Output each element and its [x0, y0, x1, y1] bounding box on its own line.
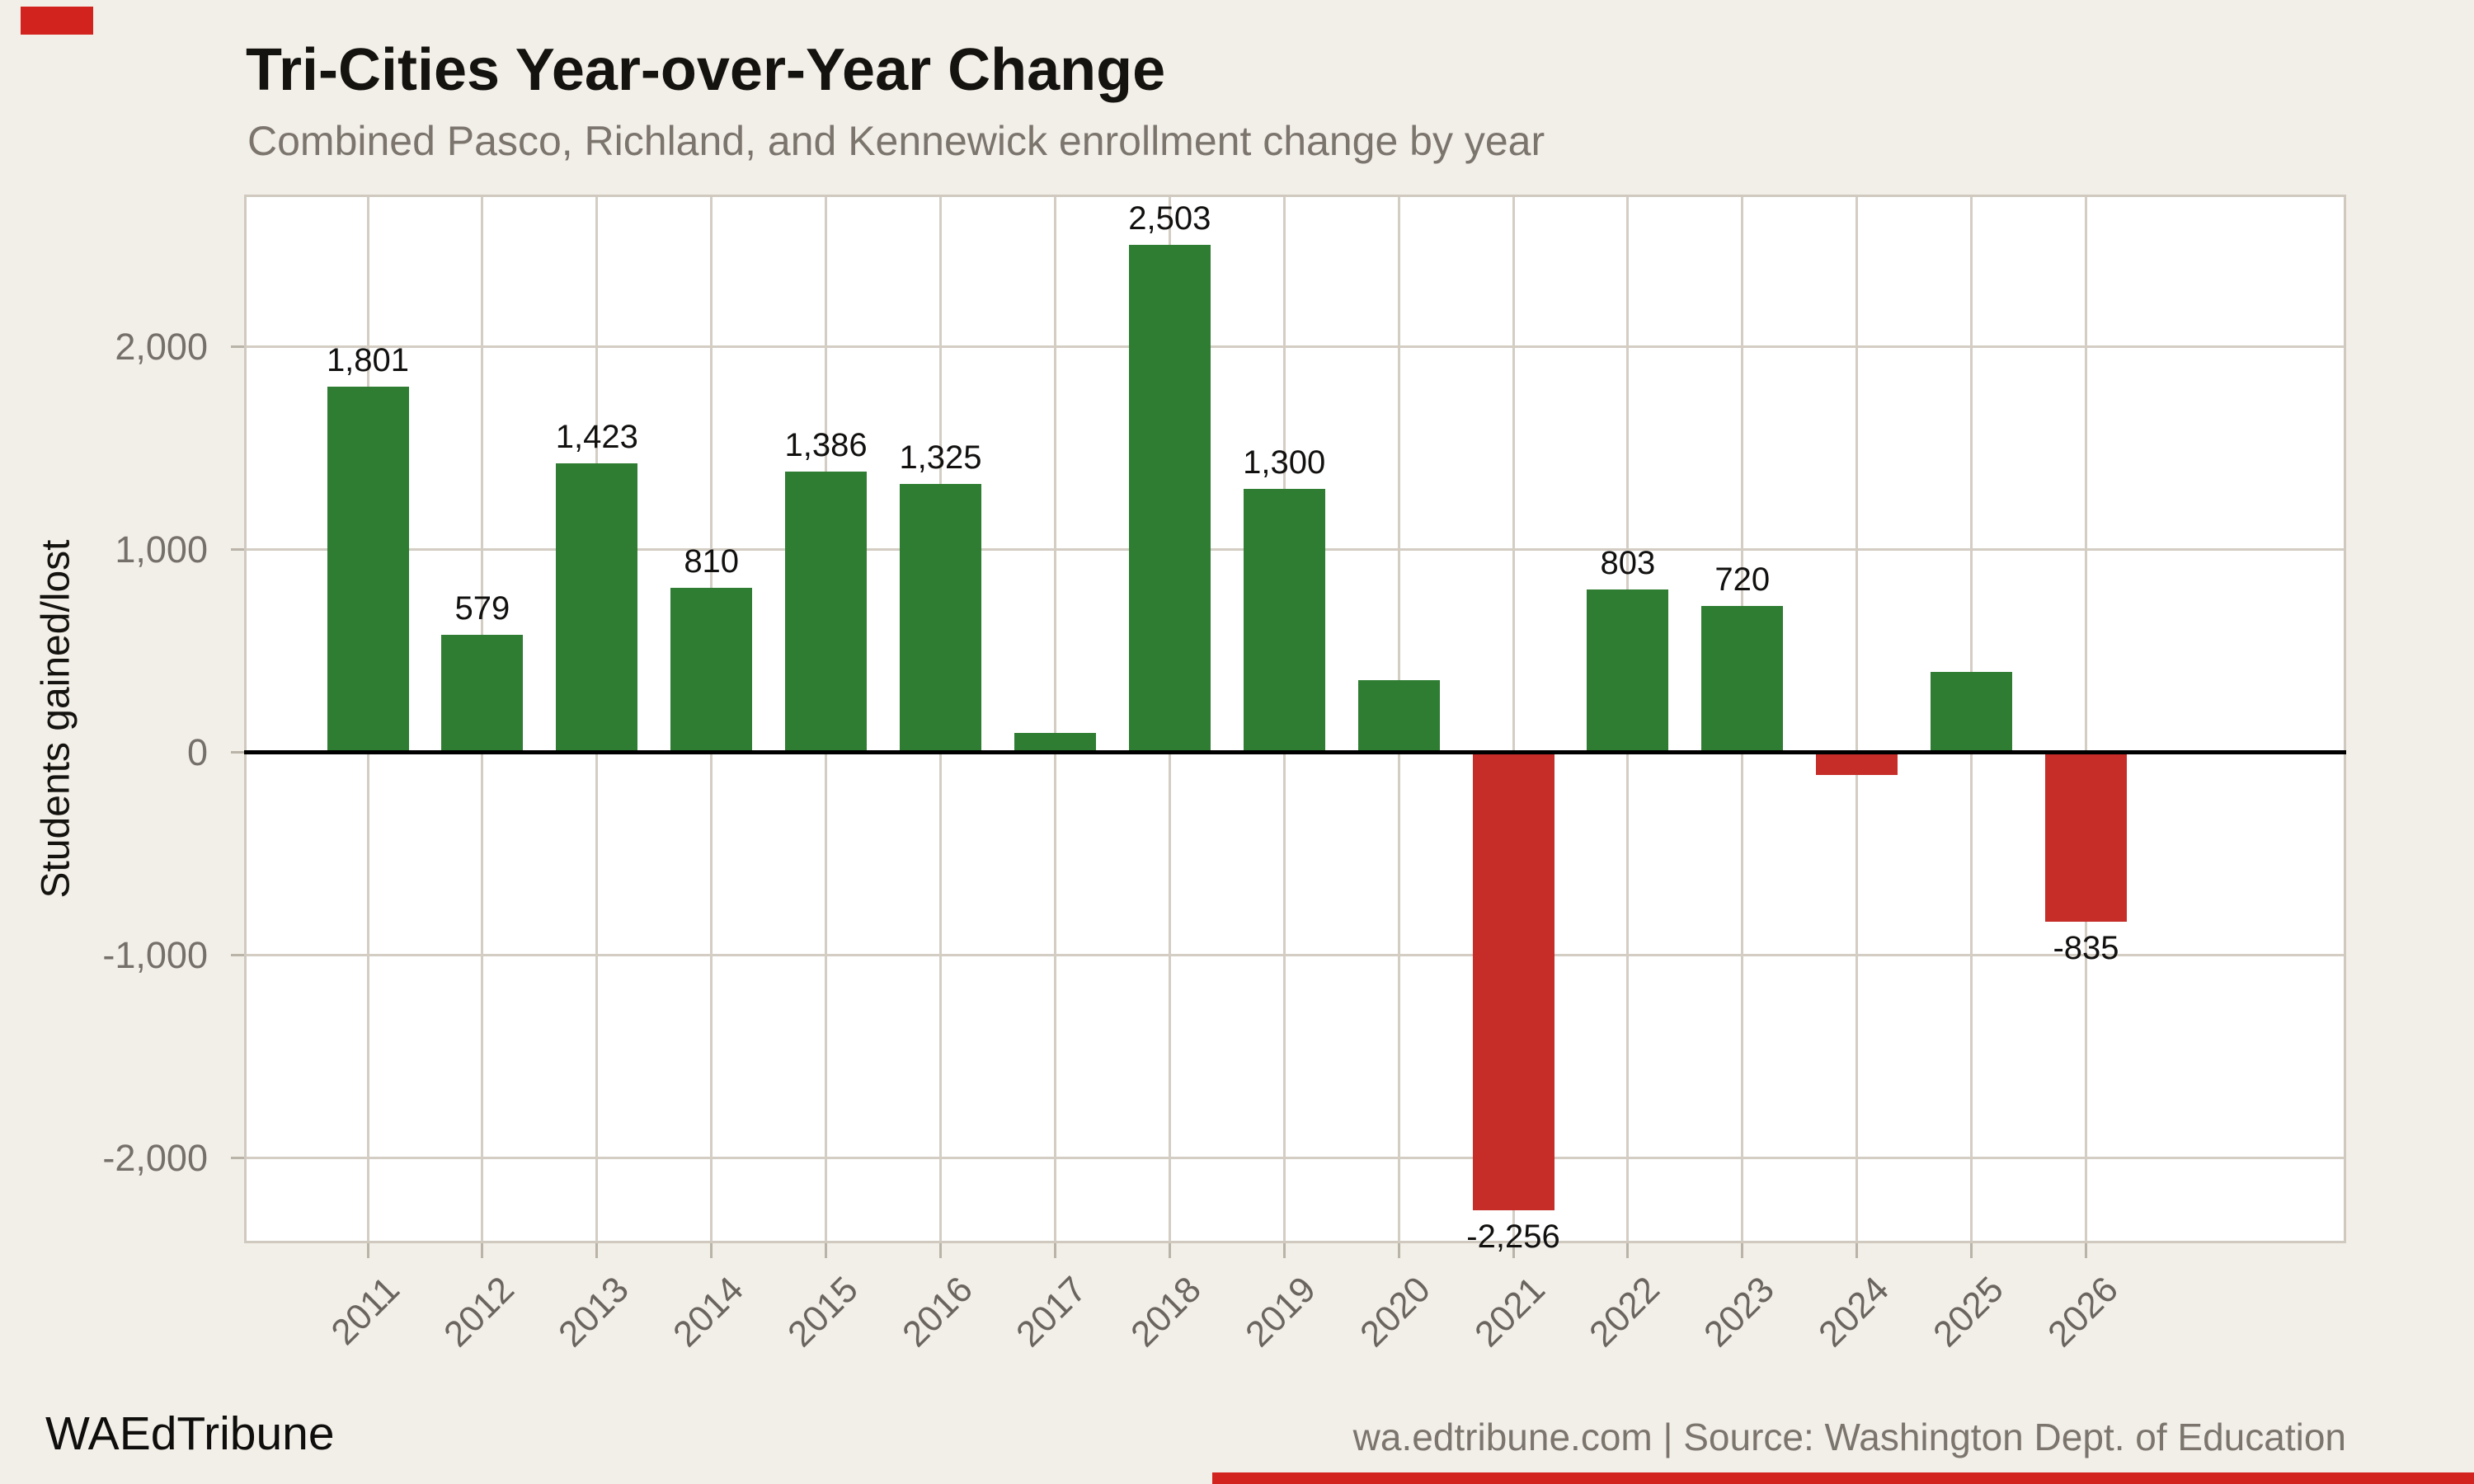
bar-label-2012: 579 [454, 590, 510, 627]
x-tick-mark-2026 [2085, 1243, 2087, 1258]
bar-2019 [1243, 488, 1325, 753]
y-tick-mark-0 [231, 751, 244, 754]
y-axis-title: Students gained/lost [34, 539, 78, 899]
gridline-h-2000 [247, 345, 2344, 349]
bar-2021 [1472, 752, 1554, 1210]
y-tick-label-2000: 2,000 [115, 325, 208, 368]
x-tick-mark-2012 [481, 1243, 484, 1258]
x-tick-mark-2011 [366, 1243, 369, 1258]
bar-2016 [900, 483, 981, 753]
footer-brand: WAEdTribune [45, 1407, 335, 1460]
x-tick-mark-2018 [1168, 1243, 1171, 1258]
bar-2015 [785, 471, 868, 753]
gridline-v-2021 [1512, 197, 1515, 1241]
bar-2011 [327, 387, 409, 753]
bar-2023 [1701, 606, 1784, 753]
chart-subtitle: Combined Pasco, Richland, and Kennewick … [247, 118, 1545, 164]
x-tick-mark-2013 [595, 1243, 599, 1258]
bar-2026 [2045, 752, 2127, 923]
y-tick-label--1000: -1,000 [102, 933, 208, 976]
bar-2022 [1587, 589, 1669, 753]
bar-label-2016: 1,325 [899, 439, 982, 476]
y-tick-label-0: 0 [186, 730, 208, 773]
bar-label-2018: 2,503 [1128, 200, 1211, 237]
bar-label-2023: 720 [1714, 561, 1771, 599]
bar-2025 [1931, 672, 2013, 753]
x-tick-mark-2024 [1856, 1243, 1859, 1258]
y-tick-mark--1000 [231, 954, 244, 957]
x-tick-mark-2022 [1626, 1243, 1630, 1258]
bar-2024 [1816, 752, 1898, 775]
bar-2013 [556, 463, 638, 753]
bar-label-2014: 810 [684, 543, 740, 580]
bar-label-2021: -2,256 [1466, 1218, 1560, 1255]
x-tick-mark-2023 [1741, 1243, 1744, 1258]
bar-2017 [1014, 733, 1096, 753]
bar-2018 [1128, 244, 1211, 753]
x-tick-mark-2014 [710, 1243, 713, 1258]
x-tick-mark-2020 [1397, 1243, 1400, 1258]
brand-mark-top-left [21, 7, 93, 35]
gridline-v-2017 [1053, 197, 1056, 1241]
x-tick-mark-2016 [939, 1243, 942, 1258]
footer-attribution: wa.edtribune.com | Source: Washington De… [1352, 1416, 2346, 1458]
gridline-h--1000 [247, 954, 2344, 957]
y-tick-mark-2000 [231, 345, 244, 349]
bar-2012 [441, 635, 524, 753]
bar-label-2019: 1,300 [1243, 444, 1326, 481]
bar-label-2026: -835 [2053, 930, 2119, 967]
brand-strip-bottom [1212, 1472, 2474, 1484]
x-tick-mark-2017 [1053, 1243, 1056, 1258]
bar-2014 [670, 588, 753, 753]
y-tick-label-1000: 1,000 [115, 528, 208, 571]
gridline-h--2000 [247, 1157, 2344, 1160]
y-tick-mark-1000 [231, 548, 244, 552]
gridline-v-2024 [1856, 197, 1859, 1241]
bar-label-2013: 1,423 [555, 419, 638, 456]
bar-label-2011: 1,801 [326, 342, 410, 379]
zero-line [244, 750, 2346, 755]
chart-title: Tri-Cities Year-over-Year Change [246, 37, 1166, 103]
bar-label-2015: 1,386 [784, 426, 868, 463]
x-tick-mark-2019 [1282, 1243, 1286, 1258]
x-tick-mark-2021 [1512, 1243, 1515, 1258]
x-tick-mark-2025 [1970, 1243, 1973, 1258]
bar-label-2022: 803 [1600, 545, 1656, 582]
y-tick-mark--2000 [231, 1157, 244, 1160]
bar-2020 [1357, 680, 1440, 753]
y-tick-label--2000: -2,000 [102, 1136, 208, 1179]
gridline-v-2026 [2085, 197, 2087, 1241]
x-tick-mark-2015 [825, 1243, 828, 1258]
